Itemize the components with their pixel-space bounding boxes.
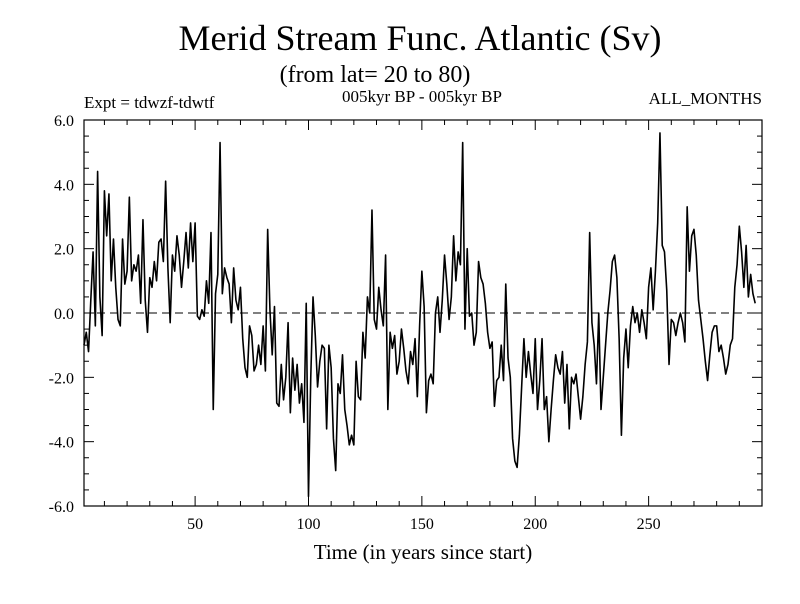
experiment-label: Expt = tdwzf-tdwtf xyxy=(84,93,215,112)
x-axis-label: Time (in years since start) xyxy=(314,540,533,564)
x-tick-label: 150 xyxy=(410,516,434,533)
y-tick-label: 4.0 xyxy=(54,177,74,194)
x-tick-label: 250 xyxy=(637,516,661,533)
y-tick-label: 0.0 xyxy=(54,306,74,323)
y-tick-label: -6.0 xyxy=(49,499,74,516)
chart-title: Merid Stream Func. Atlantic (Sv) xyxy=(179,18,662,58)
series-line-1 xyxy=(83,132,756,498)
x-tick-label: 200 xyxy=(523,516,547,533)
y-tick-label: -2.0 xyxy=(49,370,74,387)
x-tick-label: 100 xyxy=(296,516,320,533)
y-tick-label: -4.0 xyxy=(49,435,74,452)
x-tick-label: 50 xyxy=(187,516,203,533)
plot-area: 50 100 150 200 250 -6.0 -4.0 -2.0 0.0 2.0 4.0 6.0 xyxy=(49,113,763,533)
period-label: 005kyr BP - 005kyr BP xyxy=(342,87,502,106)
y-tick-label: 2.0 xyxy=(54,242,74,259)
months-label: ALL_MONTHS xyxy=(649,89,762,108)
chart-subtitle: (from lat= 20 to 80) xyxy=(280,62,471,88)
y-tick-label: 6.0 xyxy=(54,113,74,130)
